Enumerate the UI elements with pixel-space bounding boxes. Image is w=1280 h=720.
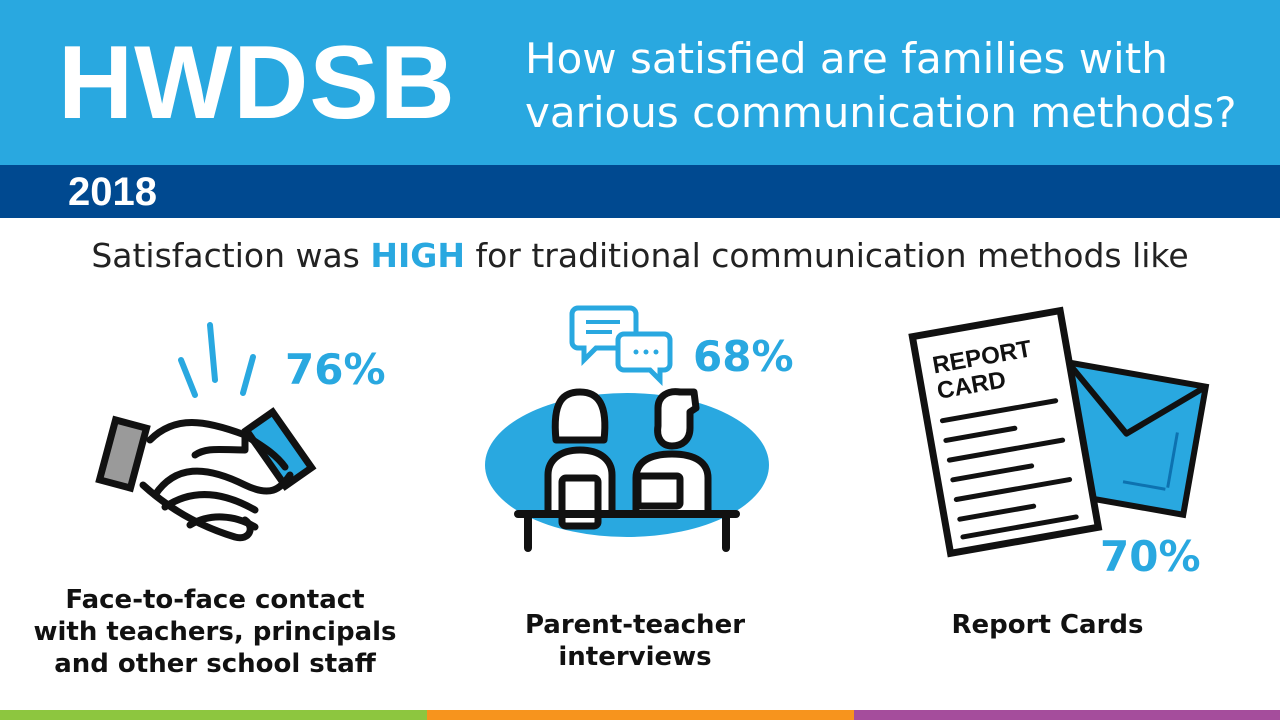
subtitle: Satisfaction was HIGH for traditional co… — [0, 234, 1280, 278]
report-card-icon: REPORT CARD — [908, 306, 1210, 558]
year-bar — [0, 165, 1280, 218]
title-line-2: various communication methods? — [525, 88, 1237, 137]
header-banner — [0, 0, 1280, 165]
brand-logo: HWDSB — [58, 25, 456, 141]
caption-line: and other school staff — [54, 649, 376, 679]
subtitle-after: for traditional communication methods li… — [464, 236, 1189, 275]
caption-line: Report Cards — [951, 610, 1144, 640]
page-title: How satisfied are families with various … — [525, 32, 1245, 140]
percent-report-cards: 70% — [1100, 532, 1201, 581]
subtitle-highlight: HIGH — [370, 236, 465, 275]
footer-stripe-purple — [854, 710, 1280, 720]
caption-face-to-face: Face-to-face contact with teachers, prin… — [30, 584, 400, 680]
caption-line: Face-to-face contact — [65, 585, 365, 615]
percent-parent-teacher: 68% — [693, 332, 794, 381]
caption-parent-teacher: Parent-teacher interviews — [480, 609, 790, 673]
percent-face-to-face: 76% — [285, 345, 386, 394]
title-line-1: How satisfied are families with — [525, 34, 1168, 83]
caption-report-cards: Report Cards — [905, 609, 1190, 641]
subtitle-before: Satisfaction was — [91, 236, 371, 275]
footer-stripe-green — [0, 710, 427, 720]
caption-line: Parent-teacher — [524, 610, 746, 640]
caption-line: interviews — [558, 642, 712, 672]
handshake-icon — [95, 322, 317, 542]
caption-line: with teachers, principals — [33, 617, 397, 647]
footer-stripe-orange — [427, 710, 854, 720]
year-label: 2018 — [68, 170, 157, 214]
parent-teacher-meeting-icon — [485, 305, 769, 552]
